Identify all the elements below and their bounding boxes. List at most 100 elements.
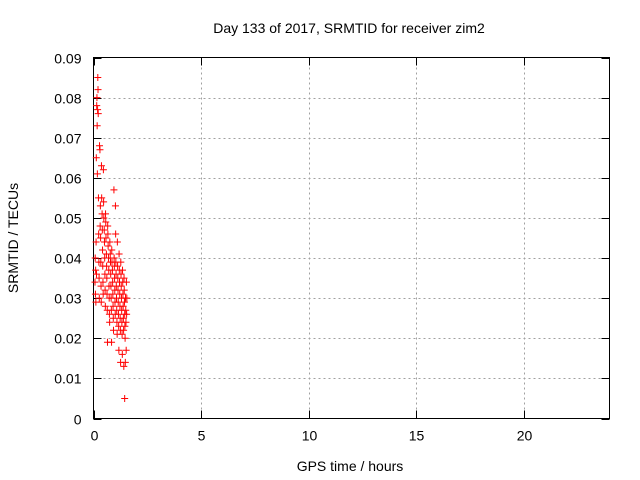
data-point [113, 238, 121, 246]
data-point [98, 194, 106, 202]
y-tick-label: 0.02 [54, 331, 81, 347]
x-axis-title: GPS time / hours [297, 458, 404, 474]
plot-frame [93, 57, 610, 419]
data-point [108, 246, 116, 254]
data-point [115, 346, 123, 354]
y-axis-title: SRMTID / TECUs [5, 183, 21, 293]
data-point [92, 238, 100, 246]
data-point [93, 94, 101, 102]
data-point [109, 278, 117, 286]
data-point [100, 226, 108, 234]
data-point [117, 282, 125, 290]
data-point [100, 214, 108, 222]
data-point [110, 254, 118, 262]
data-point [123, 294, 131, 302]
data-point [91, 290, 99, 298]
x-tick-label: 0 [91, 428, 99, 444]
data-point [121, 322, 129, 330]
x-tick-label: 15 [409, 428, 425, 444]
data-point [102, 234, 110, 242]
data-point [103, 274, 111, 282]
data-point [119, 290, 127, 298]
data-point [93, 102, 101, 110]
y-tick-label: 0.08 [54, 91, 81, 107]
data-point [104, 230, 112, 238]
y-tick-label: 0 [74, 412, 82, 428]
data-point [97, 298, 105, 306]
data-point [94, 74, 102, 82]
data-point [91, 254, 99, 262]
data-point [96, 146, 104, 154]
data-point [109, 290, 117, 298]
data-point [104, 222, 112, 230]
data-point [96, 222, 104, 230]
data-point [94, 110, 102, 118]
data-point [118, 330, 126, 338]
data-point [112, 230, 120, 238]
data-point [93, 170, 101, 178]
data-point [92, 266, 100, 274]
data-point [94, 106, 102, 114]
data-point [114, 262, 122, 270]
data-point [119, 314, 127, 322]
data-point [109, 302, 117, 310]
data-point [100, 198, 108, 206]
data-point [120, 274, 128, 282]
y-tick-label: 0.09 [54, 51, 81, 67]
x-tick-label: 5 [198, 428, 206, 444]
data-point [97, 282, 105, 290]
data-point [95, 230, 103, 238]
data-point [109, 314, 117, 322]
data-point [115, 250, 123, 258]
data-point [106, 238, 114, 246]
data-point [104, 242, 112, 250]
y-tick-label: 0.01 [54, 371, 81, 387]
x-tick-label: 10 [302, 428, 318, 444]
data-point [122, 318, 130, 326]
data-point [102, 210, 110, 218]
data-point [123, 310, 131, 318]
data-point [106, 250, 114, 258]
data-point [118, 350, 126, 358]
data-point [97, 258, 105, 266]
data-point [119, 266, 127, 274]
x-tick-label: 20 [517, 428, 533, 444]
data-point [119, 302, 127, 310]
data-point [114, 286, 122, 294]
data-point [101, 302, 109, 310]
data-point [102, 218, 110, 226]
data-point [108, 338, 116, 346]
data-point [110, 186, 118, 194]
data-point [94, 86, 102, 94]
data-point [95, 294, 103, 302]
data-point [121, 334, 129, 342]
data-point [117, 258, 125, 266]
y-tick-label: 0.04 [54, 251, 81, 267]
grid [93, 57, 610, 419]
data-point [111, 202, 119, 210]
data-point [106, 318, 114, 326]
data-points [91, 74, 131, 402]
y-tick-label: 0.06 [54, 171, 81, 187]
data-point [121, 358, 129, 366]
chart-title: Day 133 of 2017, SRMTID for receiver zim… [213, 20, 485, 36]
data-point [120, 326, 128, 334]
data-point [93, 270, 101, 278]
data-point [92, 154, 100, 162]
data-point [109, 326, 117, 334]
data-point [95, 274, 103, 282]
data-point [122, 346, 130, 354]
ticks: 0 0.01 0.02 0.03 0.04 0.05 0.06 0.07 0.08 0.09 0 5 1… [54, 51, 610, 444]
data-point [122, 278, 130, 286]
data-point [120, 362, 128, 370]
data-point [115, 322, 123, 330]
data-point [114, 310, 122, 318]
data-point [103, 262, 111, 270]
y-tick-label: 0.07 [54, 131, 81, 147]
data-point [121, 394, 129, 402]
data-point [120, 298, 128, 306]
data-point [93, 122, 101, 130]
data-point [99, 166, 107, 174]
data-point [101, 286, 109, 294]
